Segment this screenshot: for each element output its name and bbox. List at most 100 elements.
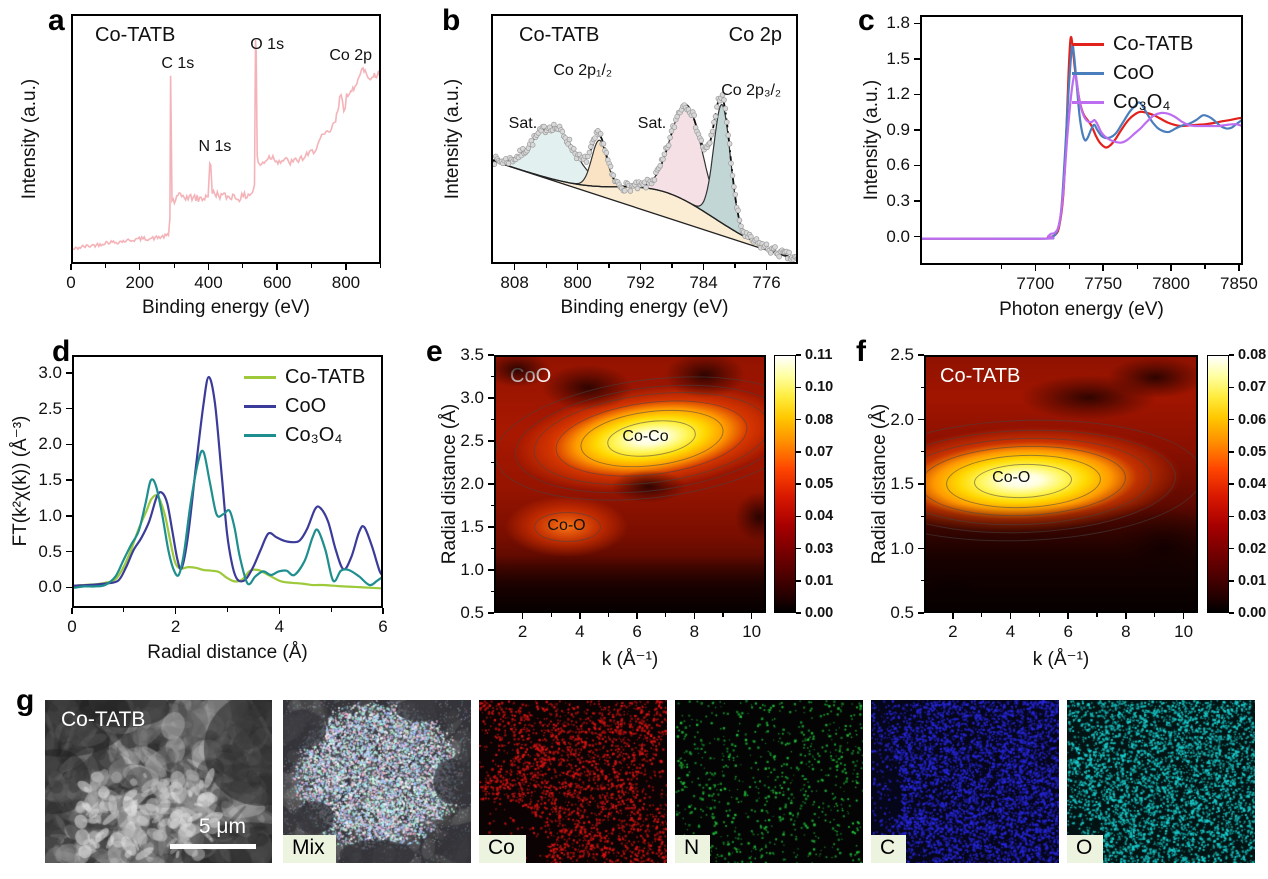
x-tick-label: 6: [378, 617, 388, 636]
y-tick: [914, 235, 920, 238]
colorbar-tick: [1229, 386, 1234, 388]
colorbar-tick-label: 0.05: [805, 476, 834, 492]
series-line: [74, 494, 381, 590]
data-point: [719, 92, 726, 98]
feature-label: Co-O: [547, 517, 586, 535]
legend-swatch: [1072, 72, 1104, 75]
y-tick: [488, 612, 494, 614]
peak-annotation: N 1s: [198, 137, 232, 155]
y-minor-tick: [490, 418, 494, 421]
colorbar-tick: [1229, 354, 1234, 356]
y-tick-label: 0.5: [460, 603, 484, 622]
data-point: [709, 128, 716, 135]
eds-map-n: N: [675, 700, 863, 863]
colorbar-tick: [796, 580, 801, 582]
x-tick: [952, 613, 954, 619]
scale-bar: [170, 844, 256, 849]
y-tick-label: 1.0: [890, 538, 914, 558]
panel-letter-g: g: [16, 684, 35, 717]
y-minor-tick: [920, 515, 924, 517]
panel-letter-d: d: [52, 335, 71, 368]
colorbar-tick-label: 0.01: [1238, 572, 1267, 589]
x-tick: [702, 264, 705, 270]
y-minor-tick: [490, 590, 494, 593]
y-tick-label: 2.0: [460, 474, 484, 493]
x-tick: [513, 264, 516, 270]
data-point: [721, 97, 727, 103]
x-tick-label: 0: [66, 273, 76, 292]
legend-item: Co-TATB: [1072, 30, 1193, 59]
colorbar-tick: [796, 354, 801, 356]
data-point: [767, 250, 774, 256]
colorbar-tick: [1229, 515, 1234, 517]
x-axis-label: k (Å⁻¹): [601, 649, 659, 670]
colorbar-tick-label: 0.01: [805, 572, 834, 589]
x-tick-label: 7700: [1016, 274, 1055, 293]
data-point: [566, 136, 573, 143]
legend-label: Co-TATB: [1113, 33, 1194, 55]
data-point: [731, 184, 737, 190]
x-tick: [70, 264, 72, 270]
colorbar-tick-label: 0.02: [1238, 540, 1267, 557]
data-point: [738, 223, 744, 229]
series-line: [74, 375, 381, 587]
xps-survey-plot: Co-TATB C 1s N 1s O 1s Co 2p: [71, 14, 381, 264]
x-tick-label: 4: [575, 622, 585, 641]
y-tick: [66, 372, 72, 374]
colorbar-tick-label: 0.00: [1238, 605, 1267, 621]
eds-map-label: Co: [479, 835, 526, 863]
x-minor-tick: [665, 613, 667, 617]
x-minor-tick: [379, 264, 381, 268]
y-tick-label: 1.2: [886, 84, 910, 104]
data-point: [707, 140, 713, 146]
x-tick-label: 4: [1005, 622, 1016, 641]
x-tick-label: 4: [274, 617, 285, 636]
x-axis-label: Binding energy (eV): [560, 297, 729, 318]
x-minor-tick: [226, 608, 229, 612]
data-point: [622, 187, 628, 194]
x-tick-label: 2: [517, 622, 528, 641]
xanes-plot: [920, 15, 1243, 265]
y-tick: [914, 200, 920, 202]
heatmap-title: Co-TATB: [940, 365, 1021, 387]
colorbar-tick-label: 0.05: [1238, 443, 1267, 460]
chart-canvas: [493, 92, 796, 262]
eds-map-label: C: [871, 835, 907, 863]
colorbar-tick: [1229, 612, 1234, 614]
heat-dark-spot: [1106, 357, 1196, 398]
x-tick-label: 600: [263, 273, 292, 292]
panel-letter-a: a: [48, 4, 65, 37]
data-point: [736, 217, 743, 224]
x-tick: [521, 613, 524, 619]
legend-label: CoO: [1113, 62, 1155, 84]
x-tick-label: 2: [170, 617, 181, 636]
y-tick: [914, 58, 920, 60]
data-point: [794, 256, 796, 261]
data-point: [668, 128, 675, 134]
panel-letter-c: c: [858, 4, 875, 37]
x-tick-label: 800: [331, 273, 361, 292]
colorbar-tick: [796, 547, 801, 550]
plot-title: Co-TATB: [95, 24, 176, 46]
heat-dark-spot: [664, 357, 746, 398]
y-minor-tick: [920, 386, 924, 388]
x-axis-label: k (Å⁻¹): [1032, 649, 1090, 670]
scale-bar-label: 5 μm: [198, 815, 246, 838]
colorbar-tick-label: 0.10: [805, 379, 834, 396]
sem-canvas: [45, 700, 272, 863]
x-axis-label: Binding energy (eV): [142, 297, 310, 318]
x-tick: [579, 613, 581, 619]
x-minor-tick: [1136, 265, 1138, 269]
heat-dark-spot: [611, 470, 687, 504]
data-point: [583, 159, 590, 165]
legend-item: CoO: [244, 392, 365, 421]
data-point: [529, 142, 536, 148]
panel-letter-b: b: [442, 4, 461, 37]
x-tick: [382, 608, 384, 614]
x-minor-tick: [1154, 613, 1156, 617]
x-tick: [1034, 265, 1037, 271]
x-tick-label: 800: [563, 273, 592, 292]
data-point: [722, 105, 729, 112]
y-tick-label: 2.0: [38, 434, 62, 454]
legend-label: Co₃O₄: [1113, 91, 1171, 113]
